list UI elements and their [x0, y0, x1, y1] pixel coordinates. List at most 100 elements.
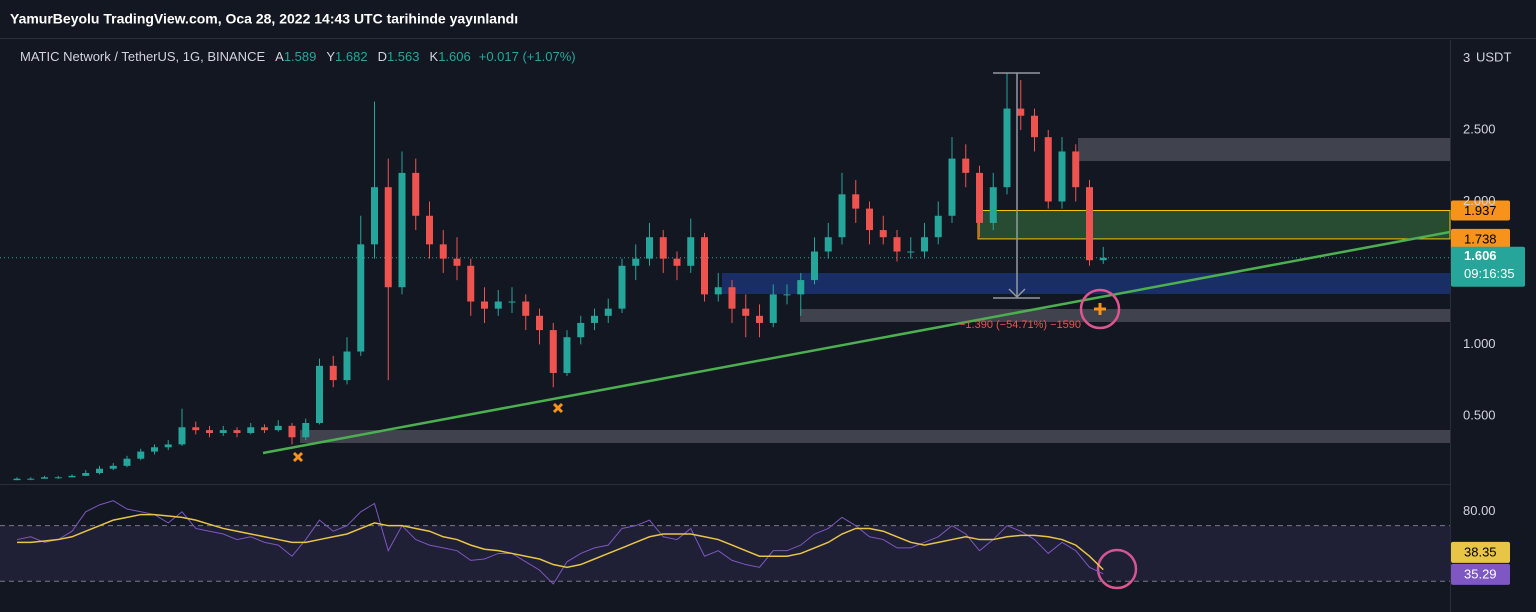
measure-label: −1.390 (−54.71%) −1590 — [959, 319, 1081, 331]
candle-body — [123, 458, 131, 466]
ohlc-key: K — [430, 49, 439, 64]
symbol-legend: MATIC Network / TetherUS, 1G, BINANCE A 1.… — [20, 49, 576, 64]
ohlc-key: A — [275, 49, 284, 64]
candle-body — [13, 478, 21, 481]
highlight-circle — [1079, 288, 1121, 330]
rsi-value-label: 38.35 — [1464, 544, 1497, 559]
candle-body — [549, 330, 557, 373]
candle-body — [728, 287, 736, 309]
candle-body — [632, 258, 640, 266]
y-tick-label: 1.000 — [1463, 336, 1496, 351]
candle-body — [1017, 108, 1025, 116]
highlight-circle — [1096, 548, 1138, 590]
ohlc-key: D — [378, 49, 387, 64]
candle-body — [316, 365, 323, 423]
candle-body — [288, 425, 296, 438]
candle-body — [1072, 151, 1080, 188]
candle-body — [976, 172, 983, 223]
currency: USDT — [1476, 49, 1511, 64]
candle-body — [577, 322, 585, 338]
candle-body — [494, 301, 502, 309]
candle-body — [1003, 108, 1011, 188]
candle-body — [756, 315, 763, 323]
rsi-value-label: 35.29 — [1464, 566, 1497, 581]
candle-body — [82, 472, 90, 476]
candle-body — [714, 287, 722, 295]
candle-body — [508, 301, 516, 303]
candle-body — [439, 244, 447, 259]
candle-body — [1086, 187, 1093, 261]
change: +0.017 (+1.07%) — [479, 49, 576, 64]
rsi-value-tag — [1451, 541, 1510, 563]
candle-body — [824, 237, 832, 252]
candle-body — [192, 427, 200, 431]
rsi-tick-label: 80.00 — [1463, 503, 1496, 518]
candle-body — [96, 468, 103, 473]
candle-body — [412, 172, 420, 216]
rsi-line — [17, 513, 1104, 571]
candle-body — [646, 237, 653, 259]
last-price-tag — [1451, 246, 1525, 287]
candle-body — [1044, 137, 1052, 202]
candle-body — [398, 172, 406, 288]
last-price-label: 1.606 — [1464, 248, 1497, 263]
demand-zone — [722, 273, 1450, 294]
measure-arrow — [1008, 288, 1026, 299]
candle-body — [522, 301, 530, 316]
candle-body — [371, 187, 378, 245]
candle-body — [783, 294, 791, 296]
ohlc-value: 1.563 — [387, 49, 420, 64]
candle-body — [769, 294, 777, 323]
candle-body — [866, 208, 873, 231]
candle-body — [302, 422, 310, 438]
candle-body — [563, 337, 571, 373]
marker-plus — [1094, 303, 1106, 315]
candle-body — [343, 351, 351, 381]
candle-body — [838, 194, 846, 238]
rsi-band — [0, 525, 1450, 582]
candle-body — [68, 475, 76, 478]
candle-body — [247, 427, 255, 433]
candle-body — [701, 237, 708, 295]
rsi-line — [16, 500, 1104, 585]
candle-body — [687, 237, 695, 266]
resistance-zone — [1078, 138, 1450, 161]
candle-body — [811, 251, 818, 281]
candle-body — [673, 258, 681, 266]
candle-body — [178, 427, 186, 445]
countdown: 09:16:35 — [1464, 266, 1515, 281]
candle-body — [151, 447, 158, 452]
candle-body — [481, 301, 488, 309]
price-tag — [1451, 228, 1510, 249]
y-tick-label: 0.500 — [1463, 407, 1496, 422]
candle-body — [164, 444, 172, 448]
candle-body — [659, 237, 667, 259]
candle-body — [467, 265, 475, 302]
candle-body — [948, 158, 956, 216]
price-tag — [1451, 200, 1510, 221]
candle-body — [27, 478, 35, 480]
candle-body — [41, 477, 48, 479]
y-tick-label: 3 — [1463, 50, 1470, 65]
candle-body — [384, 187, 392, 288]
candle-body — [453, 258, 461, 266]
marker-x — [292, 402, 564, 463]
candle-body — [329, 365, 337, 381]
candle-body — [54, 477, 62, 479]
candle-body — [934, 215, 942, 238]
candle-body — [1031, 115, 1038, 138]
candle-body — [536, 315, 543, 331]
top-bar — [0, 0, 1536, 38]
publish-title: YamurBeyolu TradingView.com, Oca 28, 202… — [10, 11, 518, 27]
candle-body — [921, 237, 928, 252]
candle-body — [1058, 151, 1066, 202]
candle-body — [426, 215, 433, 245]
candle-body — [962, 158, 970, 173]
candle-body — [742, 308, 750, 316]
candle-body — [274, 425, 282, 431]
symbol: MATIC Network / TetherUS, 1G, BINANCE — [20, 49, 265, 64]
support-zone — [300, 430, 1450, 443]
candle-body — [907, 251, 915, 253]
candle-body — [879, 230, 887, 238]
